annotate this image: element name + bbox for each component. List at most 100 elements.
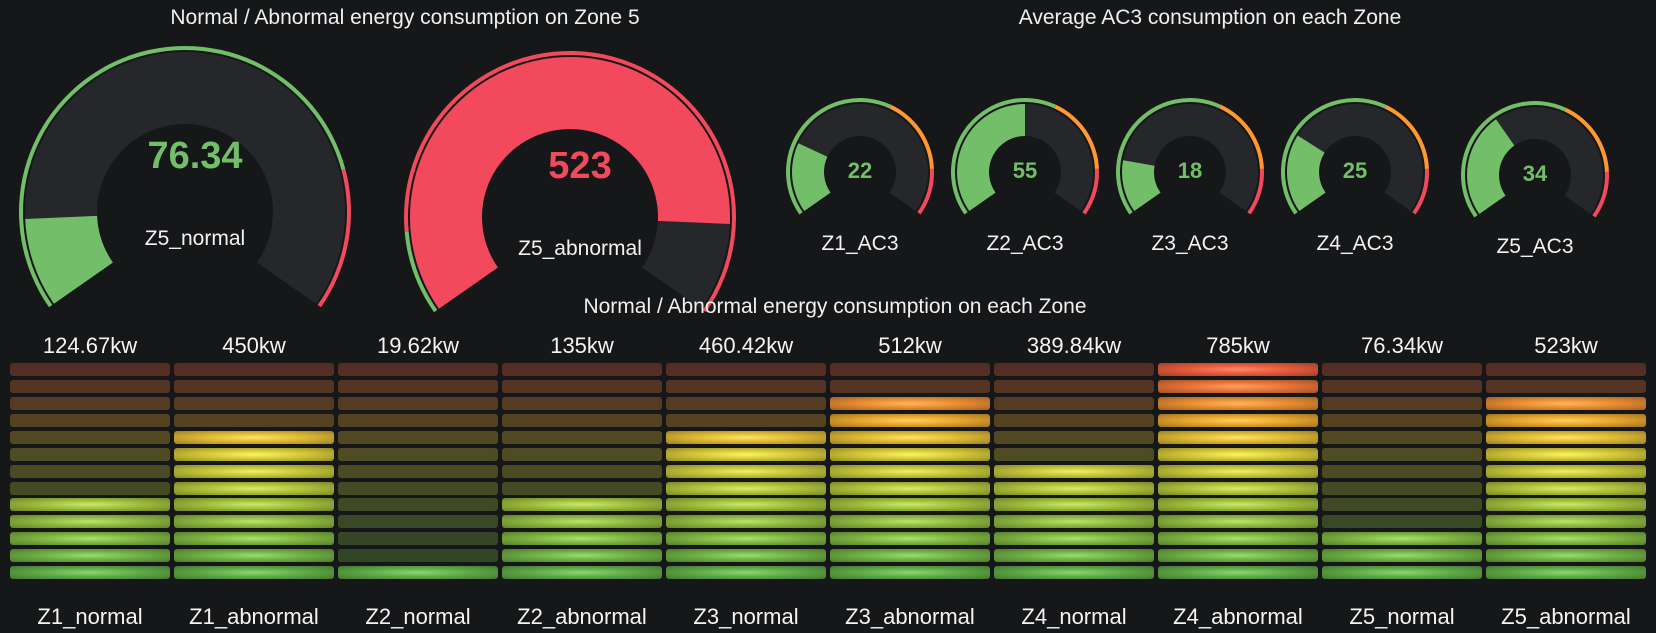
led-segment-dim bbox=[502, 363, 662, 377]
led-segment-dim bbox=[666, 397, 826, 410]
led-segment-lit bbox=[10, 515, 170, 529]
led-segment-lit bbox=[10, 498, 170, 512]
bar-label: Z2_normal bbox=[365, 604, 471, 629]
bar-value: 450kw bbox=[222, 333, 286, 358]
led-segment-dim bbox=[338, 532, 498, 546]
zone5-panel-title: Normal / Abnormal energy consumption on … bbox=[170, 6, 640, 29]
threshold-arc-orange bbox=[1384, 104, 1429, 169]
led-segment-lit bbox=[174, 566, 334, 579]
led-segment-lit bbox=[830, 464, 990, 478]
led-segment-lit bbox=[830, 566, 990, 579]
bar-label: Z1_abnormal bbox=[189, 604, 319, 629]
ac3-gauge-arc bbox=[786, 97, 934, 215]
led-segment-lit bbox=[830, 549, 990, 563]
ac3-gauge-label: Z1_AC3 bbox=[821, 232, 899, 255]
led-segment-lit bbox=[174, 447, 334, 461]
led-segment-lit bbox=[666, 464, 826, 478]
z5-abnormal-bar: 523kw Z5_abnormal bbox=[1486, 0, 1646, 633]
led-segment-lit bbox=[502, 515, 662, 529]
bar-value: 76.34kw bbox=[1361, 333, 1443, 358]
threshold-arc-green bbox=[1116, 97, 1222, 215]
led-segment-lit bbox=[1158, 532, 1318, 546]
z5-normal-value: 76.34 bbox=[147, 135, 243, 177]
z2-ac3-gauge: 55 Z2_AC3 bbox=[950, 92, 1100, 262]
ac3-panel-title: Average AC3 consumption on each Zone bbox=[1018, 6, 1402, 29]
led-segment-dim bbox=[502, 397, 662, 410]
z1-ac3-gauge: 22 Z1_AC3 bbox=[785, 92, 935, 262]
threshold-arc-red bbox=[1247, 168, 1264, 215]
led-segment-lit bbox=[1158, 363, 1318, 377]
led-segment-lit bbox=[994, 481, 1154, 495]
led-segment-dim bbox=[666, 380, 826, 394]
led-segment-lit bbox=[1322, 549, 1482, 563]
threshold-arc-orange bbox=[1219, 104, 1264, 169]
threshold-arc-orange bbox=[889, 104, 934, 169]
threshold-arc-green bbox=[1461, 100, 1567, 218]
led-segment-dim bbox=[338, 464, 498, 478]
threshold-arc-red bbox=[917, 168, 934, 215]
led-segment-lit bbox=[1158, 447, 1318, 461]
led-segment-dim bbox=[338, 515, 498, 529]
ac3-gauge-label: Z2_AC3 bbox=[986, 232, 1064, 255]
led-segment-dim bbox=[1486, 363, 1646, 377]
led-segment-dim bbox=[10, 464, 170, 478]
ac3-gauge-value: 55 bbox=[1012, 158, 1038, 183]
bar-label: Z3_abnormal bbox=[845, 604, 975, 629]
led-segment-lit bbox=[1322, 532, 1482, 546]
led-segment-lit bbox=[502, 549, 662, 563]
ac3-gauge-value: 18 bbox=[1177, 158, 1203, 183]
led-segment-lit bbox=[994, 464, 1154, 478]
bar-value: 135kw bbox=[550, 333, 614, 358]
led-segment-lit bbox=[1322, 566, 1482, 579]
led-segment-lit bbox=[666, 481, 826, 495]
z3-abnormal-bar: 512kw Z3_abnormal bbox=[830, 0, 990, 633]
led-segment-lit bbox=[174, 498, 334, 512]
led-segment-lit bbox=[830, 430, 990, 444]
gauge-fill bbox=[1287, 135, 1326, 212]
led-segment-dim bbox=[338, 447, 498, 461]
led-segment-lit bbox=[1486, 532, 1646, 546]
led-segment-lit bbox=[666, 447, 826, 461]
gauge-fill bbox=[957, 104, 1025, 212]
led-segment-lit bbox=[666, 549, 826, 563]
led-segment-lit bbox=[1158, 549, 1318, 563]
led-segment-lit bbox=[1158, 566, 1318, 579]
led-segment-lit bbox=[994, 532, 1154, 546]
gauge-fill bbox=[792, 143, 831, 212]
z3-normal-bar: 460.42kw Z3_normal bbox=[666, 0, 826, 633]
z2-normal-bar: 19.62kw Z2_normal bbox=[338, 0, 498, 633]
bar-value: 19.62kw bbox=[377, 333, 459, 358]
z5-abnormal-label: Z5_abnormal bbox=[518, 237, 642, 260]
threshold-arc-green bbox=[404, 231, 438, 313]
threshold-arc-orange bbox=[1564, 107, 1609, 172]
led-segment-lit bbox=[666, 430, 826, 444]
z3-ac3-gauge: 18 Z3_AC3 bbox=[1115, 92, 1265, 262]
bar-label: Z3_normal bbox=[693, 604, 799, 629]
led-segment-dim bbox=[994, 363, 1154, 377]
led-segment-dim bbox=[502, 447, 662, 461]
led-segment-dim bbox=[1322, 363, 1482, 377]
led-segment-dim bbox=[338, 397, 498, 410]
gauge-fill bbox=[25, 215, 113, 304]
led-segment-dim bbox=[10, 397, 170, 410]
led-segment-lit bbox=[1158, 498, 1318, 512]
z5-abnormal-gauge-arc bbox=[404, 50, 736, 313]
ac3-gauge-label: Z5_AC3 bbox=[1496, 235, 1574, 258]
led-segment-dim bbox=[666, 363, 826, 377]
led-segment-lit bbox=[1486, 566, 1646, 579]
led-segment-dim bbox=[10, 430, 170, 444]
ac3-gauge-label: Z4_AC3 bbox=[1316, 232, 1394, 255]
z5-abnormal-value: 523 bbox=[548, 145, 612, 187]
ac3-gauge-value: 25 bbox=[1342, 158, 1368, 183]
threshold-arc-orange bbox=[1054, 104, 1099, 169]
led-segment-dim bbox=[1322, 397, 1482, 410]
led-segment-dim bbox=[1322, 413, 1482, 427]
led-segment-lit bbox=[1158, 413, 1318, 427]
led-segment-lit bbox=[1158, 430, 1318, 444]
led-segment-lit bbox=[830, 481, 990, 495]
led-segment-dim bbox=[666, 413, 826, 427]
led-segment-lit bbox=[1486, 498, 1646, 512]
bar-value: 785kw bbox=[1206, 333, 1270, 358]
led-segment-lit bbox=[830, 515, 990, 529]
led-segment-dim bbox=[1486, 380, 1646, 394]
